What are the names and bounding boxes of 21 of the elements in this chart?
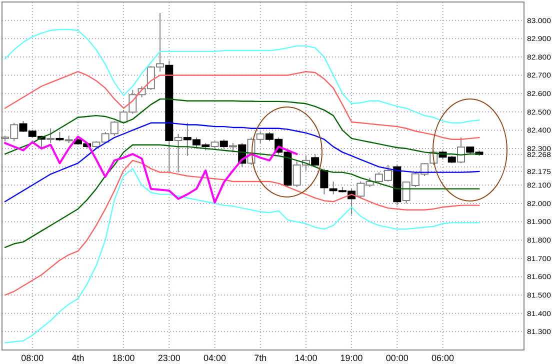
candlestick — [457, 137, 465, 164]
line-series — [4, 136, 298, 204]
x-tick-label: 7th — [254, 353, 267, 363]
candlestick — [46, 128, 55, 144]
x-tick-label: 4th — [72, 353, 84, 363]
line-series — [4, 122, 480, 202]
line-series — [4, 168, 480, 344]
x-tick-label: 08:00 — [21, 353, 44, 363]
candlestick — [320, 168, 328, 195]
x-tick-label: 06:00 — [431, 353, 454, 363]
x-tick-label: 23:00 — [158, 353, 180, 363]
line-series — [4, 71, 480, 140]
x-tick-label: 18:00 — [112, 353, 135, 363]
x-tick-label: 04:00 — [203, 353, 226, 363]
line-series — [4, 28, 480, 124]
line-series — [4, 160, 480, 296]
x-tick-label: 14:00 — [294, 353, 318, 363]
line-series — [4, 144, 480, 248]
x-tick-label: 19:00 — [340, 353, 363, 363]
x-tick-label: 00:00 — [386, 353, 408, 363]
candlestick — [174, 133, 182, 173]
